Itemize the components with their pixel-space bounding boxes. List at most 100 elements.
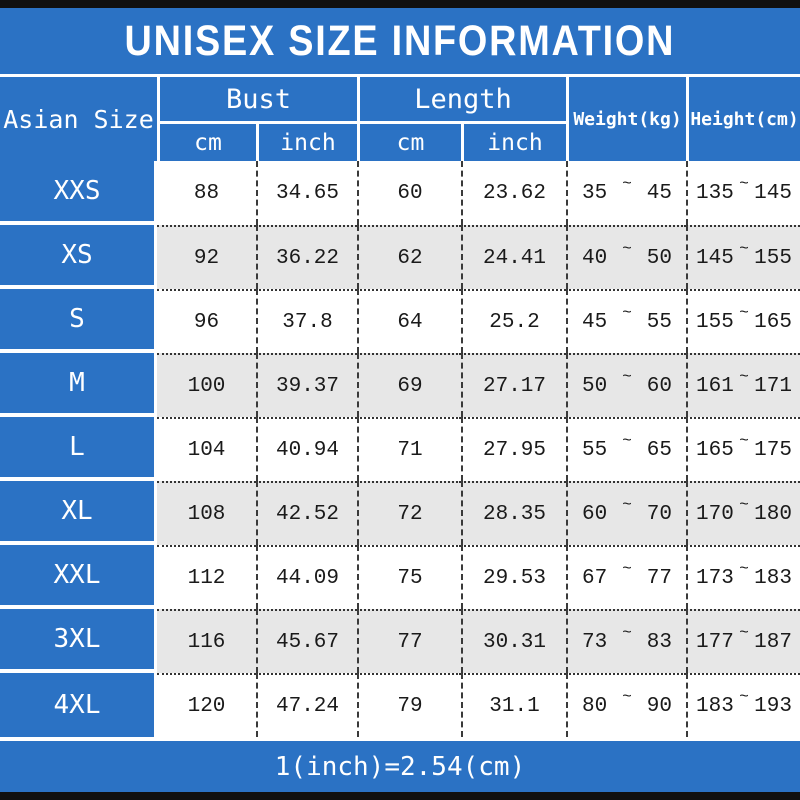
tilde-glyph: ~ <box>622 304 632 322</box>
bust-inch-cell: 45.67 <box>256 609 357 673</box>
size-cell: XL <box>0 481 157 545</box>
weight-range-cell: 50 ~ 60 <box>566 353 686 417</box>
height-range-cell: 161 ~ 171 <box>686 353 800 417</box>
size-cell: XXS <box>0 161 157 225</box>
length-inch-cell: 24.41 <box>461 225 566 289</box>
weight-range-cell: 35 ~ 45 <box>566 161 686 225</box>
column-header-asian-size: Asian Size <box>3 104 154 134</box>
bust-inch-cell: 44.09 <box>256 545 357 609</box>
length-cm-cell: 79 <box>357 673 461 737</box>
bottom-edge-bar <box>0 792 800 800</box>
length-cm-cell: 71 <box>357 417 461 481</box>
length-group-label: Length <box>414 83 512 115</box>
length-cm-cell: 64 <box>357 289 461 353</box>
tilde-glyph: ~ <box>622 496 632 514</box>
tilde-glyph: ~ <box>739 240 749 258</box>
bust-inch-cell: 36.22 <box>256 225 357 289</box>
size-cell: M <box>0 353 157 417</box>
bust-inch-cell: 42.52 <box>256 481 357 545</box>
table-row: XL 108 42.52 72 28.35 60 ~ 70 170 ~ 180 <box>0 481 800 545</box>
bust-cm-header: cm <box>194 129 222 156</box>
bust-cm-cell: 100 <box>157 353 256 417</box>
bust-inch-cell: 47.24 <box>256 673 357 737</box>
table-row: XS 92 36.22 62 24.41 40 ~ 50 145 ~ 155 <box>0 225 800 289</box>
size-cell: S <box>0 289 157 353</box>
bust-cm-cell: 112 <box>157 545 256 609</box>
size-cell: L <box>0 417 157 481</box>
length-inch-cell: 25.2 <box>461 289 566 353</box>
length-cm-cell: 69 <box>357 353 461 417</box>
table-row: 4XL 120 47.24 79 31.1 80 ~ 90 183 ~ 193 <box>0 673 800 737</box>
bust-cm-cell: 116 <box>157 609 256 673</box>
tilde-glyph: ~ <box>622 432 632 450</box>
size-cell: XXL <box>0 545 157 609</box>
bust-cm-cell: 96 <box>157 289 256 353</box>
bust-inch-cell: 39.37 <box>256 353 357 417</box>
weight-range-cell: 55 ~ 65 <box>566 417 686 481</box>
weight-range-cell: 60 ~ 70 <box>566 481 686 545</box>
divider <box>0 74 800 77</box>
tilde-glyph: ~ <box>739 496 749 514</box>
table-row: S 96 37.8 64 25.2 45 ~ 55 155 ~ 165 <box>0 289 800 353</box>
length-inch-cell: 31.1 <box>461 673 566 737</box>
column-header-weight: Weight(kg) <box>566 77 686 161</box>
table-body: XXS 88 34.65 60 23.62 35 ~ 45 135 ~ 145 … <box>0 161 800 737</box>
length-inch-cell: 27.17 <box>461 353 566 417</box>
bust-cm-cell: 104 <box>157 417 256 481</box>
length-cm-cell: 77 <box>357 609 461 673</box>
height-range-cell: 165 ~ 175 <box>686 417 800 481</box>
table-header: Asian Size Bust cm inch Length cm inch W… <box>0 77 800 161</box>
table-row: XXS 88 34.65 60 23.62 35 ~ 45 135 ~ 145 <box>0 161 800 225</box>
bust-cm-cell: 120 <box>157 673 256 737</box>
table-row: XXL 112 44.09 75 29.53 67 ~ 77 173 ~ 183 <box>0 545 800 609</box>
size-cell: 4XL <box>0 673 157 737</box>
length-cm-cell: 62 <box>357 225 461 289</box>
conversion-note: 1(inch)=2.54(cm) <box>274 751 526 782</box>
height-range-cell: 155 ~ 165 <box>686 289 800 353</box>
column-header-height: Height(cm) <box>686 77 800 161</box>
tilde-glyph: ~ <box>739 175 749 193</box>
bust-cm-cell: 88 <box>157 161 256 225</box>
tilde-glyph: ~ <box>622 624 632 642</box>
table-row: M 100 39.37 69 27.17 50 ~ 60 161 ~ 171 <box>0 353 800 417</box>
column-group-bust: Bust cm inch <box>157 77 357 161</box>
bust-inch-cell: 34.65 <box>256 161 357 225</box>
bust-inch-cell: 37.8 <box>256 289 357 353</box>
height-range-cell: 145 ~ 155 <box>686 225 800 289</box>
tilde-glyph: ~ <box>622 688 632 706</box>
tilde-glyph: ~ <box>622 240 632 258</box>
bust-cm-cell: 108 <box>157 481 256 545</box>
length-inch-cell: 27.95 <box>461 417 566 481</box>
table-row: L 104 40.94 71 27.95 55 ~ 65 165 ~ 175 <box>0 417 800 481</box>
height-range-cell: 135 ~ 145 <box>686 161 800 225</box>
bust-group-label: Bust <box>225 83 292 115</box>
title-band: UNISEX SIZE INFORMATION <box>0 8 800 74</box>
size-cell: XS <box>0 225 157 289</box>
tilde-glyph: ~ <box>739 368 749 386</box>
tilde-glyph: ~ <box>739 688 749 706</box>
bust-cm-cell: 92 <box>157 225 256 289</box>
weight-range-cell: 45 ~ 55 <box>566 289 686 353</box>
length-inch-cell: 30.31 <box>461 609 566 673</box>
weight-range-cell: 73 ~ 83 <box>566 609 686 673</box>
tilde-glyph: ~ <box>739 432 749 450</box>
tilde-glyph: ~ <box>622 368 632 386</box>
length-cm-cell: 60 <box>357 161 461 225</box>
tilde-glyph: ~ <box>739 624 749 642</box>
bust-inch-header: inch <box>256 124 357 161</box>
height-range-cell: 170 ~ 180 <box>686 481 800 545</box>
bust-inch-cell: 40.94 <box>256 417 357 481</box>
length-inch-cell: 23.62 <box>461 161 566 225</box>
top-edge-bar <box>0 0 800 8</box>
length-inch-cell: 28.35 <box>461 481 566 545</box>
weight-range-cell: 67 ~ 77 <box>566 545 686 609</box>
length-cm-header: cm <box>396 129 425 156</box>
tilde-glyph: ~ <box>622 175 632 193</box>
page-title: UNISEX SIZE INFORMATION <box>124 16 676 65</box>
length-cm-cell: 75 <box>357 545 461 609</box>
column-group-length: Length cm inch <box>357 77 566 161</box>
height-range-cell: 173 ~ 183 <box>686 545 800 609</box>
divider <box>0 737 800 741</box>
tilde-glyph: ~ <box>739 560 749 578</box>
weight-range-cell: 40 ~ 50 <box>566 225 686 289</box>
